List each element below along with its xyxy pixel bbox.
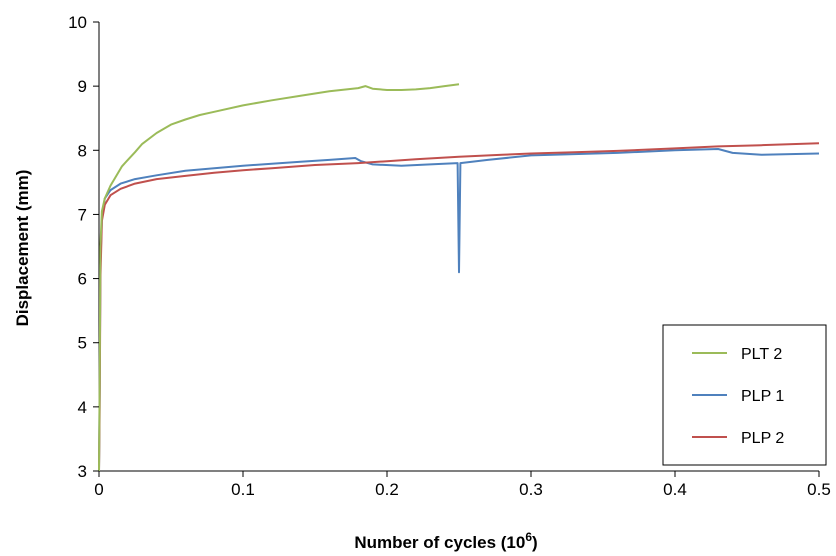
legend-label: PLP 2 [741,430,784,447]
y-axis-title: Displacement (mm) [13,170,32,327]
y-tick-label: 7 [78,205,87,224]
y-tick-label: 9 [78,77,87,96]
legend-label: PLT 2 [741,346,782,363]
y-tick-label: 8 [78,141,87,160]
legend: PLT 2 PLP 1 PLP 2 [663,325,826,465]
legend-label: PLP 1 [741,388,784,405]
x-tick-label: 0.1 [231,480,255,499]
y-tick-label: 3 [78,462,87,481]
x-axis-title: Number of cycles (106) [354,530,537,552]
x-tick-label: 0 [94,480,103,499]
y-tick-label: 4 [78,398,87,417]
x-axis-title-main: Number of cycles (10 [354,533,525,552]
y-tick-label: 10 [68,13,87,32]
y-tick-label: 5 [78,334,87,353]
x-tick-label: 0.3 [519,480,543,499]
x-tick-label: 0.2 [375,480,399,499]
x-tick-label: 0.5 [807,480,831,499]
series-line-plt-2 [99,84,459,471]
y-tick-label: 6 [78,270,87,289]
x-tick-label: 0.4 [663,480,687,499]
x-axis-title-suffix: ) [532,533,538,552]
